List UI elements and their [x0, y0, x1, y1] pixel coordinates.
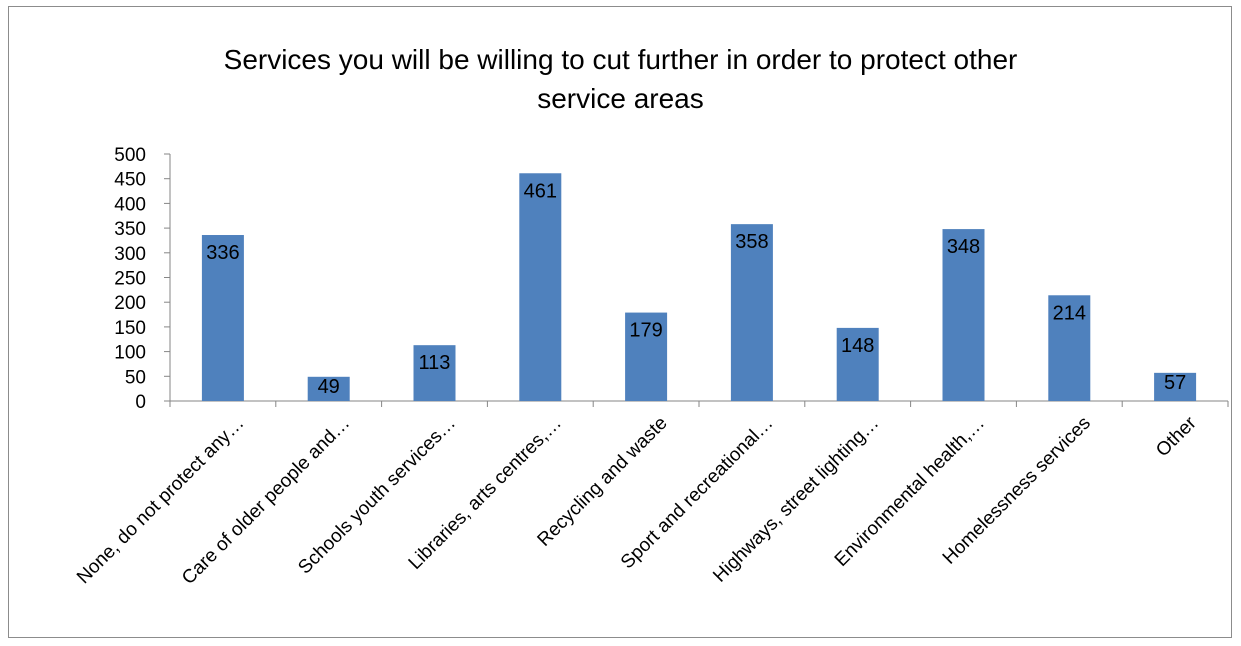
y-tick-label: 350 [114, 219, 146, 240]
bar [942, 229, 985, 401]
bar [413, 345, 456, 401]
y-tick-label: 0 [135, 392, 146, 413]
y-tick-label: 50 [125, 367, 146, 388]
bar [730, 224, 773, 401]
category-labels: None, do not protect any…Care of older p… [73, 412, 1201, 589]
category-label: Other [1152, 412, 1201, 461]
data-label: 113 [419, 352, 451, 374]
chart-title-line-2: service areas [537, 83, 704, 114]
bar [1154, 372, 1197, 401]
data-label: 179 [629, 320, 662, 342]
y-tick-label: 150 [114, 318, 146, 339]
bar [519, 173, 562, 401]
data-label: 358 [735, 231, 768, 253]
data-label: 348 [947, 236, 980, 258]
data-labels: 336 49 113 461 179 358 148 348 214 57 [206, 180, 1186, 398]
chart-title-line-1: Services you will be willing to cut furt… [223, 44, 1018, 75]
y-tick-label: 500 [114, 145, 146, 166]
data-label: 148 [841, 335, 874, 357]
bars [201, 173, 1197, 401]
y-tick-label: 100 [114, 343, 146, 364]
y-axis: 0 50 100 150 200 250 300 350 400 450 500 [114, 145, 171, 413]
data-label: 336 [206, 242, 239, 264]
category-label: Care of older people and… [178, 413, 354, 589]
y-tick-label: 450 [114, 170, 146, 191]
bar [836, 327, 879, 401]
x-axis [169, 400, 1229, 407]
category-label: None, do not protect any… [73, 413, 248, 588]
data-label: 49 [318, 376, 340, 398]
bar [1048, 295, 1091, 401]
bar [625, 312, 668, 401]
y-tick-label: 300 [114, 244, 146, 265]
data-label: 214 [1053, 302, 1086, 324]
bar [201, 235, 244, 401]
y-tick-label: 400 [114, 194, 146, 215]
y-tick-label: 250 [114, 269, 146, 290]
data-label: 57 [1164, 372, 1186, 394]
bar [307, 376, 350, 401]
y-tick-label: 200 [114, 293, 146, 314]
data-label: 461 [524, 180, 557, 202]
chart-title: Services you will be willing to cut furt… [0, 40, 1241, 118]
